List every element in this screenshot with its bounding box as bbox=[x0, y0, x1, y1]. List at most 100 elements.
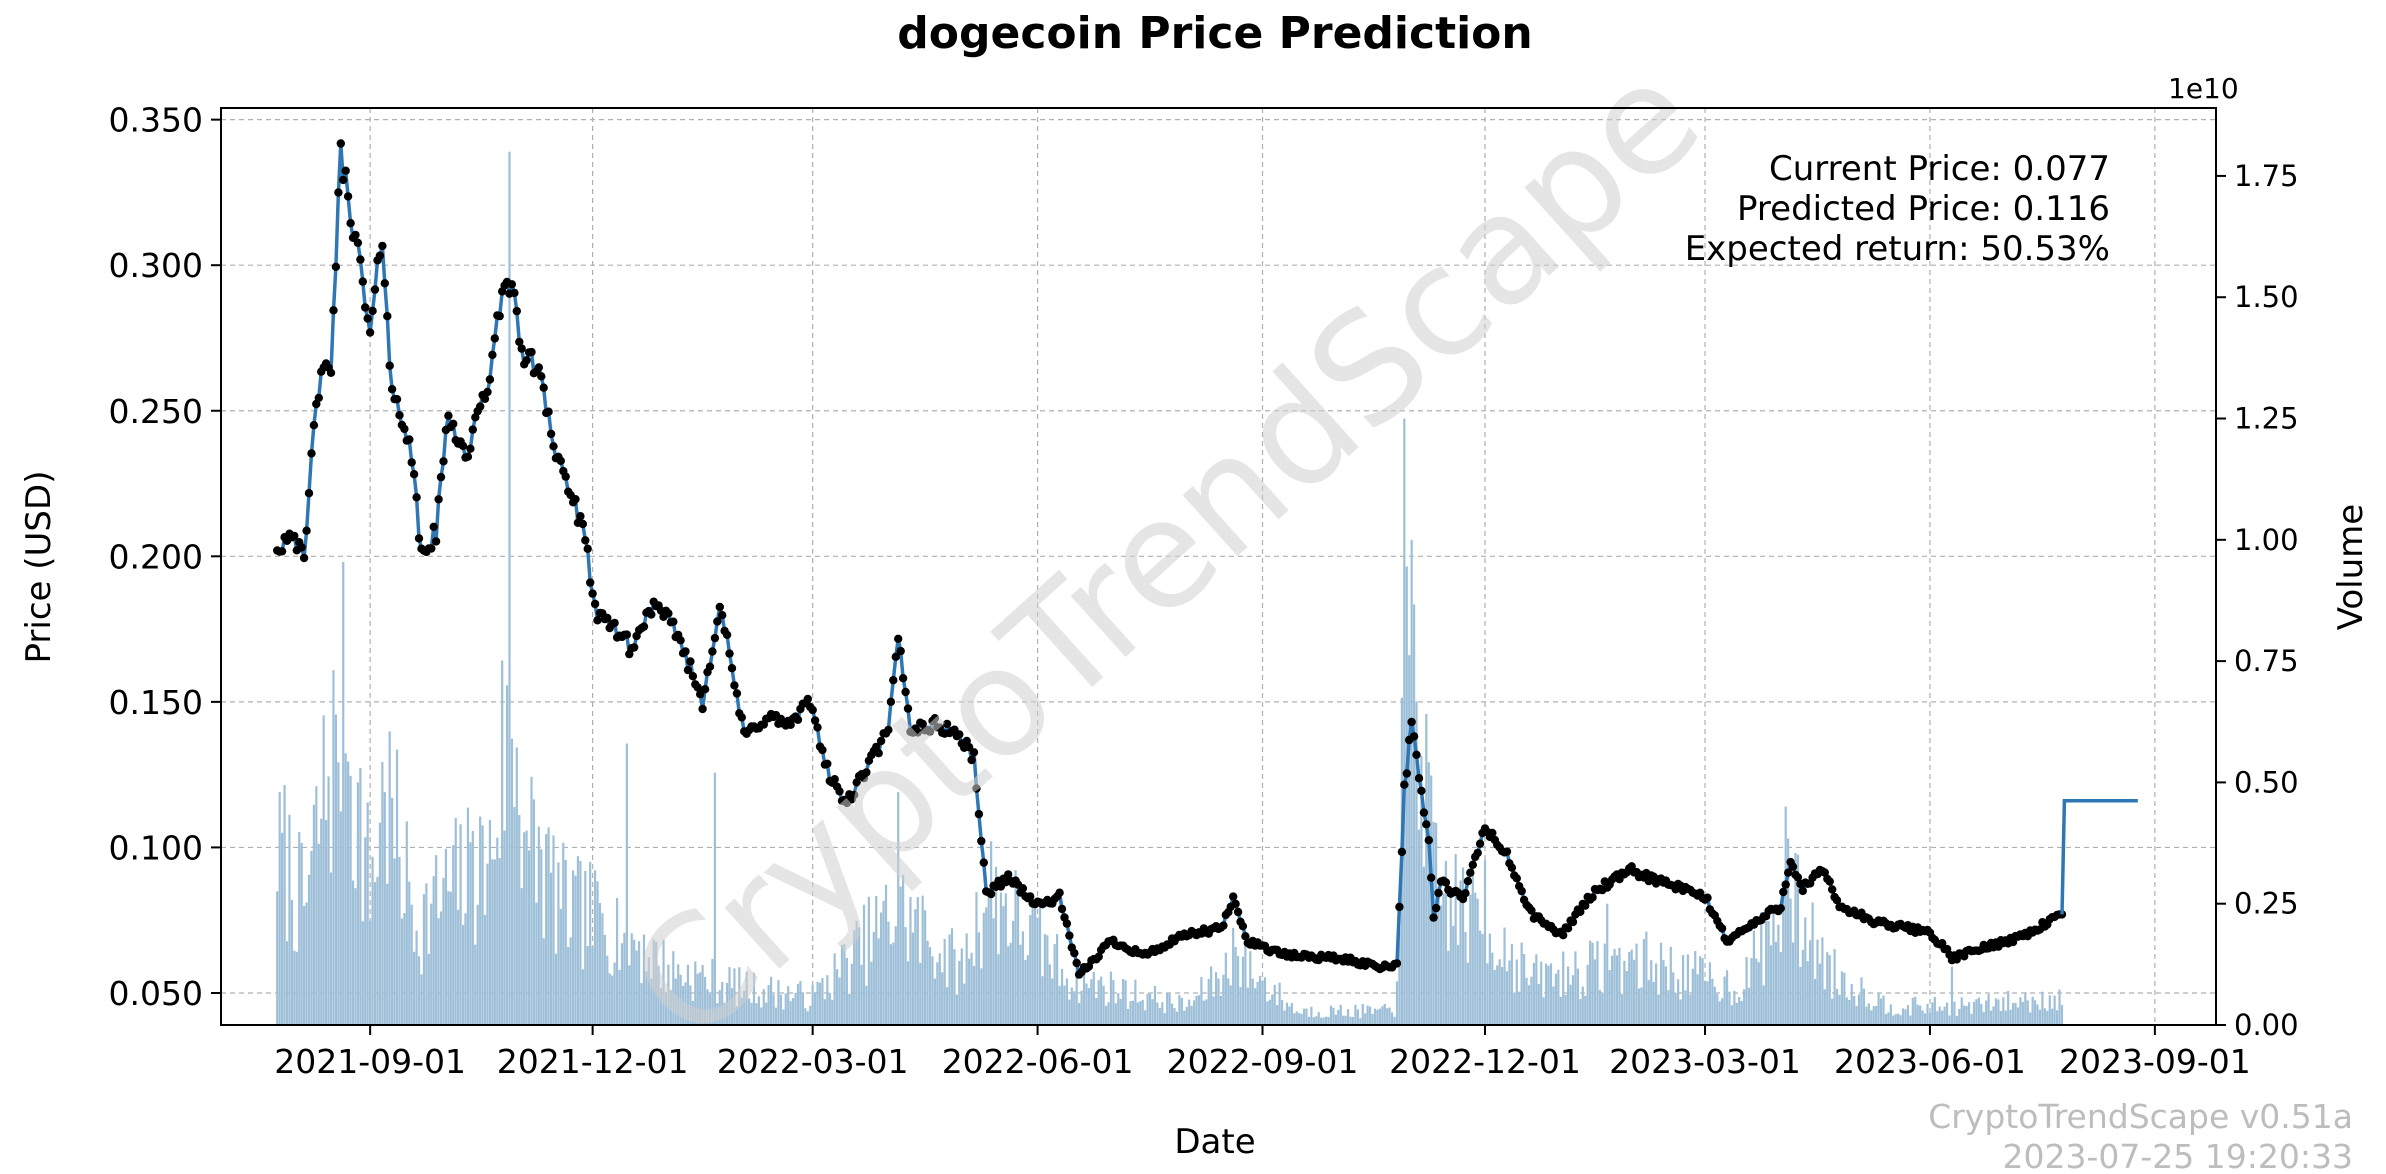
volume-bar bbox=[1395, 981, 1399, 1025]
volume-bar bbox=[1625, 971, 1628, 1025]
volume-bar bbox=[681, 985, 685, 1025]
volume-bar bbox=[960, 948, 963, 1025]
price-point bbox=[1502, 847, 1512, 856]
volume-bar bbox=[1620, 993, 1624, 1025]
volume-bar bbox=[1026, 955, 1029, 1025]
volume-bar bbox=[647, 957, 650, 1025]
volume-bar bbox=[875, 895, 878, 1025]
volume-bar bbox=[703, 977, 707, 1025]
volume-bar bbox=[1674, 992, 1677, 1025]
price-point bbox=[1062, 919, 1072, 928]
volume-bar bbox=[740, 997, 743, 1025]
price-point bbox=[1468, 860, 1478, 869]
volume-bar bbox=[1153, 985, 1157, 1025]
volume-bar bbox=[1723, 976, 1726, 1025]
volume-bar bbox=[1004, 893, 1007, 1025]
volume-bar bbox=[818, 982, 822, 1025]
volume-bar bbox=[914, 909, 917, 1025]
price-point bbox=[1417, 786, 1426, 795]
price-point bbox=[544, 407, 553, 416]
volume-bar bbox=[513, 807, 516, 1025]
volume-bar bbox=[1388, 1007, 1391, 1025]
price-point bbox=[1588, 893, 1597, 902]
price-point bbox=[1563, 924, 1573, 933]
volume-bar bbox=[1537, 984, 1540, 1025]
volume-bar bbox=[1618, 947, 1621, 1025]
volume-bar bbox=[474, 944, 477, 1025]
volume-bar bbox=[1811, 902, 1814, 1025]
volume-bar bbox=[1222, 974, 1225, 1025]
volume-bar bbox=[1835, 989, 1839, 1025]
volume-bar bbox=[564, 859, 567, 1025]
volume-bar bbox=[1559, 996, 1562, 1025]
price-point bbox=[1414, 774, 1424, 783]
price-point bbox=[955, 730, 964, 739]
volume-bar bbox=[640, 983, 643, 1025]
volume-bar bbox=[1317, 1012, 1320, 1025]
volume-bar bbox=[1481, 934, 1484, 1025]
volume-bar bbox=[449, 891, 452, 1025]
volume-bar bbox=[1823, 989, 1826, 1025]
volume-bar bbox=[972, 966, 976, 1025]
volume-bar bbox=[1598, 989, 1601, 1025]
x-tick-label: 2023-03-01 bbox=[1609, 1042, 1801, 1081]
x-tick-label: 2021-12-01 bbox=[497, 1042, 689, 1081]
volume-bar bbox=[2004, 1010, 2007, 1025]
volume-bar bbox=[911, 932, 914, 1025]
watermark: CryptoTrendScape bbox=[599, 30, 1733, 1075]
volume-bar bbox=[821, 978, 824, 1025]
volume-bar bbox=[1821, 937, 1824, 1025]
price-point bbox=[307, 449, 316, 458]
volume-bar bbox=[376, 876, 379, 1025]
volume-bar bbox=[1549, 963, 1553, 1025]
volume-bar bbox=[1114, 1003, 1117, 1025]
volume-bar bbox=[999, 892, 1003, 1025]
price-point bbox=[737, 713, 746, 722]
price-point bbox=[1395, 902, 1404, 912]
price-point bbox=[427, 544, 436, 553]
volume-bar bbox=[1557, 969, 1560, 1025]
volume-bar bbox=[1195, 995, 1198, 1025]
volume-bar bbox=[452, 845, 455, 1025]
volume-bar bbox=[505, 685, 509, 1025]
volume-bar bbox=[415, 930, 418, 1025]
volume-bar bbox=[557, 862, 560, 1025]
volume-bar bbox=[1596, 941, 1599, 1025]
volume-bar bbox=[2024, 992, 2027, 1025]
volume-bar bbox=[479, 816, 482, 1025]
volume-bar bbox=[486, 863, 489, 1025]
volume-bar bbox=[1268, 999, 1271, 1025]
volume-bar bbox=[1031, 902, 1034, 1025]
volume-bar bbox=[1322, 1017, 1325, 1025]
volume-bar bbox=[926, 940, 929, 1025]
price-point bbox=[510, 288, 519, 298]
volume-bar bbox=[1862, 988, 1866, 1025]
volume-bar bbox=[1129, 1001, 1132, 1025]
volume-bar bbox=[1041, 976, 1044, 1025]
volume-bar bbox=[1283, 1010, 1286, 1025]
volume-bar bbox=[1562, 951, 1565, 1025]
volume-bar bbox=[779, 994, 782, 1025]
volume-bar bbox=[1205, 999, 1208, 1025]
volume-bar bbox=[794, 992, 797, 1025]
volume-bar bbox=[1757, 962, 1760, 1025]
volume-bar bbox=[371, 856, 374, 1025]
volume-bar bbox=[307, 874, 311, 1025]
volume-bar bbox=[349, 775, 352, 1025]
volume-bar bbox=[633, 939, 636, 1025]
price-point bbox=[1512, 874, 1522, 883]
volume-bar bbox=[1300, 1013, 1303, 1025]
volume-bar bbox=[1425, 714, 1428, 1025]
volume-bar bbox=[1498, 959, 1501, 1025]
price-point bbox=[365, 328, 375, 337]
volume-bar bbox=[386, 883, 389, 1025]
price-point bbox=[314, 393, 323, 403]
volume-bar bbox=[635, 950, 638, 1025]
volume-bar bbox=[755, 1003, 758, 1025]
volume-bar bbox=[559, 908, 562, 1025]
price-point bbox=[412, 493, 421, 502]
volume-bar bbox=[850, 963, 853, 1025]
volume-bar bbox=[721, 981, 724, 1025]
price-point bbox=[356, 255, 365, 264]
